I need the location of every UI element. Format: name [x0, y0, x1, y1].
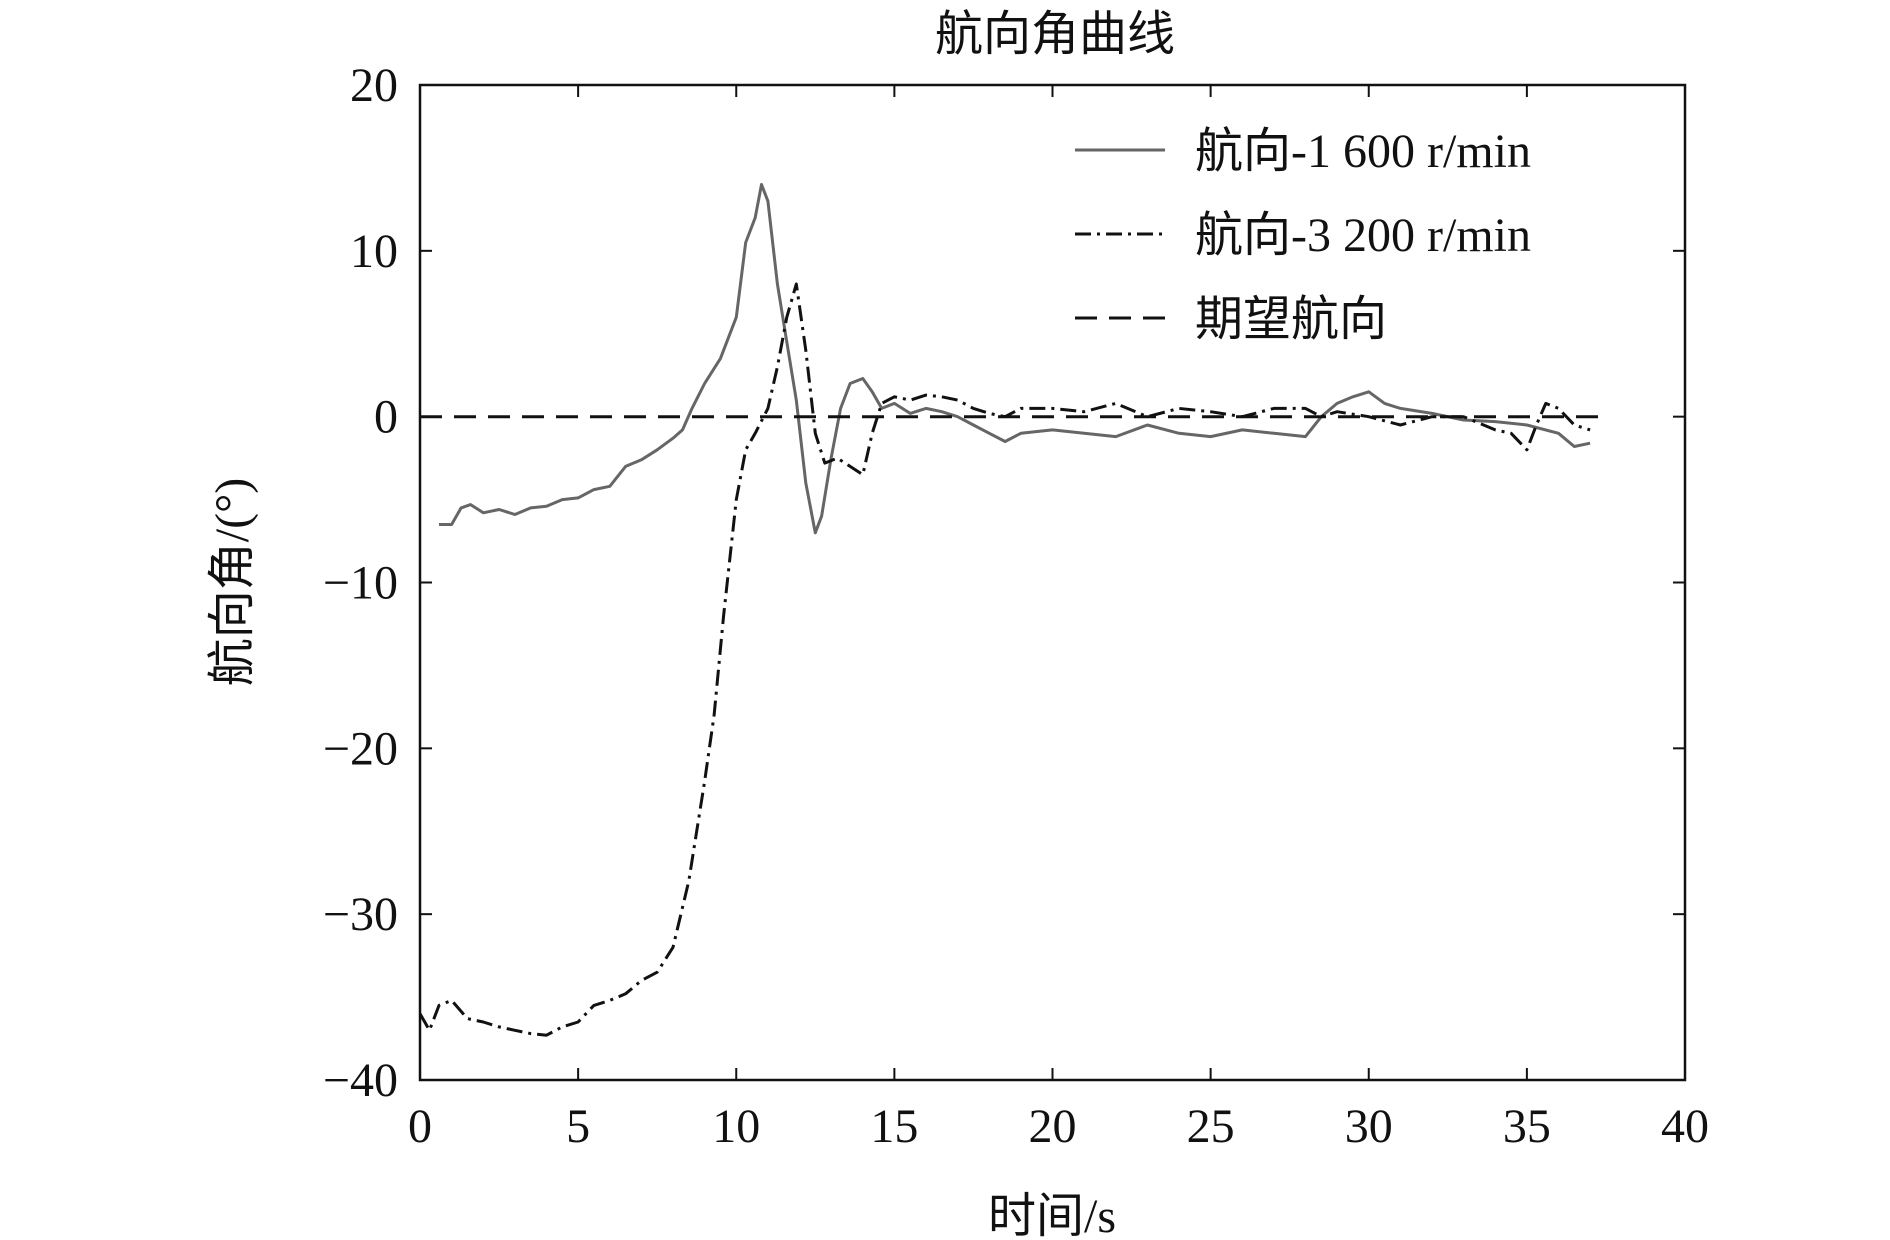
- x-axis-label: 时间/s: [988, 1190, 1116, 1240]
- x-tick-label: 0: [408, 1100, 432, 1153]
- y-tick-label: −40: [323, 1054, 398, 1107]
- legend-label-2: 航向-3 200 r/min: [1195, 209, 1531, 262]
- x-tick-labels: 0 5 10 15 20 25 30 35 40: [408, 1100, 1709, 1153]
- y-tick-label: 0: [374, 391, 398, 444]
- y-tick-labels: 20 10 0 −10 −20 −30 −40: [323, 59, 398, 1107]
- y-tick-label: 10: [350, 225, 398, 278]
- legend-label-3: 期望航向: [1195, 293, 1387, 346]
- x-tick-label: 40: [1661, 1100, 1709, 1153]
- x-tick-label: 20: [1029, 1100, 1077, 1153]
- legend: 航向-1 600 r/min 航向-3 200 r/min 期望航向: [1075, 125, 1531, 346]
- legend-label-1: 航向-1 600 r/min: [1195, 125, 1531, 178]
- x-tick-label: 10: [712, 1100, 760, 1153]
- x-tick-label: 25: [1187, 1100, 1235, 1153]
- y-tick-label: 20: [350, 59, 398, 112]
- series-layer: [418, 183, 1606, 1037]
- x-tick-label: 35: [1503, 1100, 1551, 1153]
- series-line-2: [418, 282, 1591, 1037]
- y-axis-label: 航向角/(°): [206, 478, 259, 687]
- chart-title: 航向角曲线: [935, 8, 1175, 61]
- x-tick-label: 15: [870, 1100, 918, 1153]
- y-tick-label: −10: [323, 557, 398, 610]
- series-line-1: [439, 183, 1591, 535]
- y-tick-label: −20: [323, 722, 398, 775]
- y-tick-label: −30: [323, 888, 398, 941]
- x-tick-label: 5: [566, 1100, 590, 1153]
- x-tick-label: 30: [1345, 1100, 1393, 1153]
- axis-ticks: [419, 84, 1686, 1081]
